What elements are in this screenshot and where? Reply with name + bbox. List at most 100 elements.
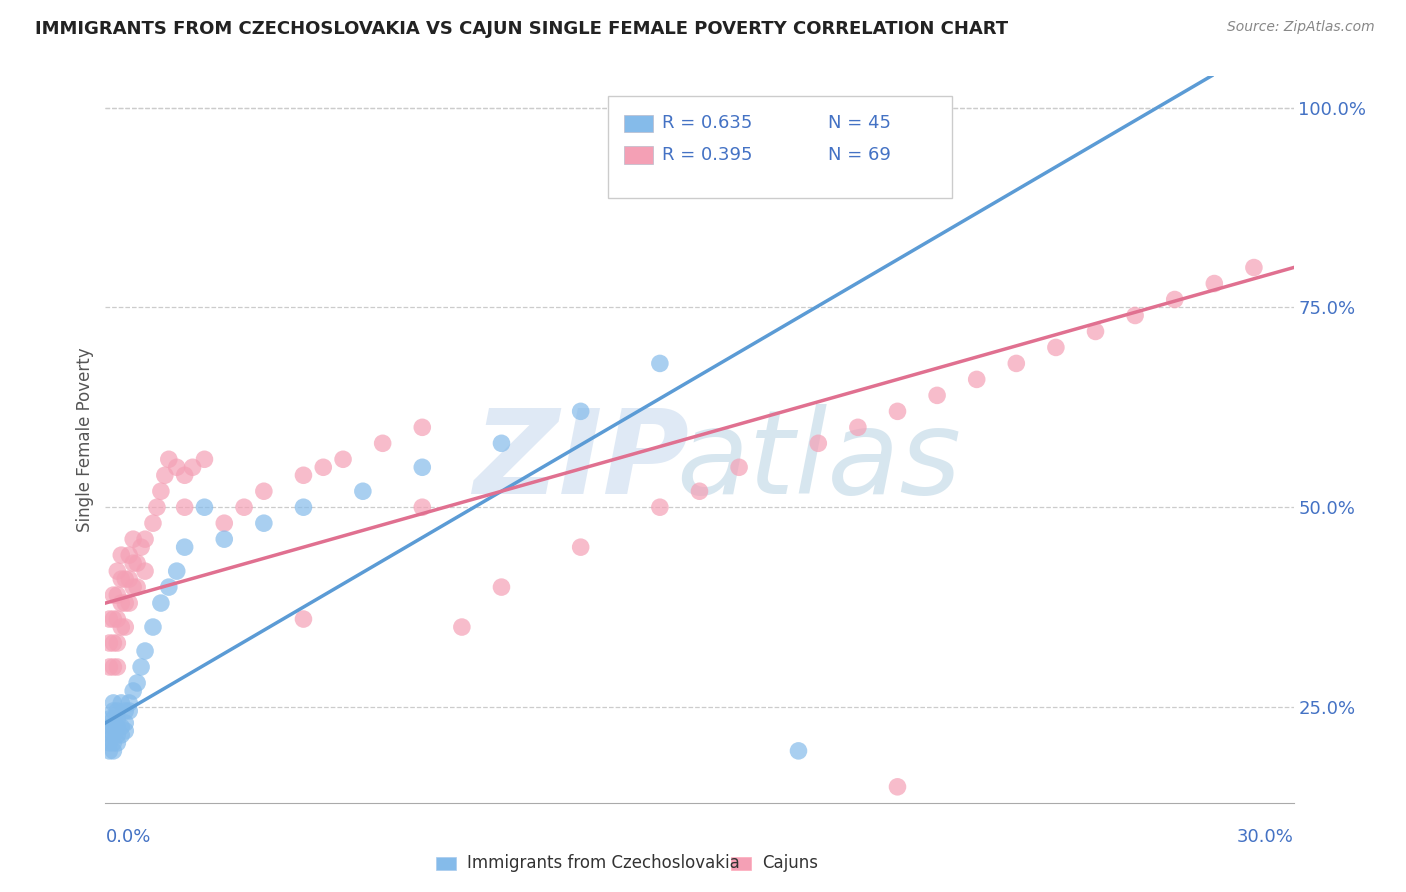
Point [157,452,180,467]
Point [332,452,354,467]
Point [110,596,132,610]
Point [292,468,315,483]
Point [127,676,149,690]
Point [1045,341,1067,355]
Point [253,516,276,531]
Point [105,612,128,626]
Text: Immigrants from Czechoslovakia: Immigrants from Czechoslovakia [467,854,740,871]
Point [807,436,830,450]
Point [157,580,180,594]
Point [173,540,195,554]
Point [105,704,128,718]
Text: N = 69: N = 69 [828,145,891,164]
Point [118,572,141,586]
Text: N = 45: N = 45 [828,114,891,133]
Point [886,404,908,418]
Point [292,612,315,626]
Point [166,460,188,475]
Text: Source: ZipAtlas.com: Source: ZipAtlas.com [1227,20,1375,34]
Point [110,720,132,734]
Point [127,580,149,594]
Point [233,500,256,515]
Point [886,780,908,794]
Point [103,712,125,726]
Point [118,704,141,718]
Point [352,484,374,499]
Point [105,728,128,742]
Point [728,460,751,475]
Point [118,596,141,610]
Point [134,564,156,578]
Point [129,660,152,674]
Point [98,636,121,650]
Point [569,540,592,554]
Text: R = 0.635: R = 0.635 [662,114,752,133]
Point [114,704,136,718]
Point [103,728,125,742]
Point [127,556,149,570]
Point [98,736,121,750]
Point [114,715,136,730]
Point [110,572,132,586]
Point [1204,277,1226,291]
Point [173,500,195,515]
Point [173,468,195,483]
Point [103,704,125,718]
Point [103,720,125,734]
Point [122,580,145,594]
Point [648,500,671,515]
Text: IMMIGRANTS FROM CZECHOSLOVAKIA VS CAJUN SINGLE FEMALE POVERTY CORRELATION CHART: IMMIGRANTS FROM CZECHOSLOVAKIA VS CAJUN … [35,20,1008,37]
Point [103,636,125,650]
Point [214,516,236,531]
Point [149,596,172,610]
Point [122,532,145,546]
Point [728,141,751,155]
Point [181,460,204,475]
Point [103,588,125,602]
Point [371,436,394,450]
Point [966,372,988,386]
Point [98,712,121,726]
Point [648,356,671,370]
Point [105,712,128,726]
Point [146,500,169,515]
Point [142,516,165,531]
Point [411,460,433,475]
Text: 0.0%: 0.0% [105,828,150,846]
Point [846,420,869,434]
Point [114,572,136,586]
Point [118,696,141,710]
Point [110,696,132,710]
Text: atlas: atlas [676,404,960,518]
Point [153,468,176,483]
Point [569,404,592,418]
Point [122,556,145,570]
Point [491,436,513,450]
Point [134,532,156,546]
Point [103,744,125,758]
Point [166,564,188,578]
Point [134,644,156,658]
Point [122,684,145,698]
Point [1084,325,1107,339]
Point [98,728,121,742]
Point [1164,293,1187,307]
Point [103,660,125,674]
Text: 30.0%: 30.0% [1237,828,1294,846]
Point [142,620,165,634]
Point [98,720,121,734]
Text: Cajuns: Cajuns [762,854,818,871]
Point [491,580,513,594]
Y-axis label: Single Female Poverty: Single Female Poverty [76,347,94,532]
Point [925,388,948,402]
Point [103,696,125,710]
Point [110,728,132,742]
Point [411,500,433,515]
Point [103,612,125,626]
Point [149,484,172,499]
Point [103,736,125,750]
Point [105,564,128,578]
Point [110,620,132,634]
Point [114,620,136,634]
Point [114,723,136,738]
